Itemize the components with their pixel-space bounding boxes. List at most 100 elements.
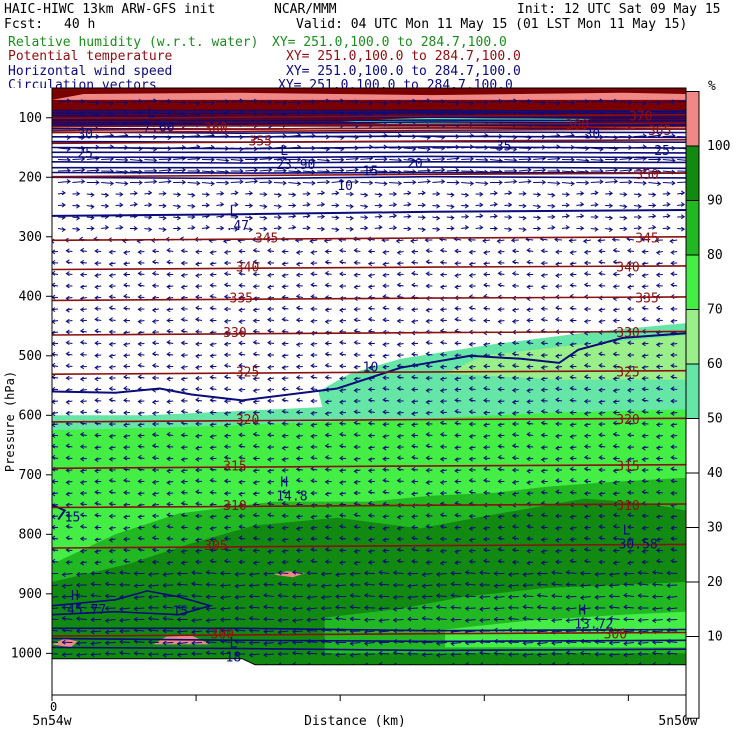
wind-vector-head	[454, 489, 459, 495]
wind-vector	[475, 204, 483, 206]
wind-vector-head	[479, 582, 484, 588]
wind-vector	[86, 101, 99, 104]
wind-vector-head	[267, 479, 272, 485]
wind-vector-head	[484, 181, 489, 186]
wind-vector-head	[349, 191, 354, 197]
wind-vector	[86, 157, 99, 160]
wind-vector	[364, 619, 375, 621]
wind-vector	[235, 641, 246, 643]
wind-vector-head	[267, 248, 272, 253]
wind-vector-head	[281, 489, 286, 495]
wind-vector-head	[670, 433, 675, 439]
wind-vector-head	[176, 641, 181, 647]
wind-vector-head	[594, 651, 599, 657]
wind-vector-head	[497, 466, 502, 472]
wind-vector-head	[320, 616, 325, 622]
wind-vector	[641, 238, 649, 241]
wind-vector-head	[598, 491, 603, 497]
wind-vector-head	[209, 477, 214, 483]
wind-speed-contour	[52, 160, 686, 164]
wind-vector-head	[555, 489, 560, 495]
wind-vector	[633, 182, 647, 184]
wind-vector-head	[268, 179, 273, 185]
wind-vector	[230, 228, 238, 230]
wind-vector-head	[90, 225, 95, 231]
wind-vector-head	[583, 341, 589, 347]
wind-vector-head	[238, 559, 243, 565]
wind-vector	[158, 180, 171, 183]
wind-vector-head	[180, 489, 185, 495]
wind-vector-head	[248, 190, 254, 196]
wind-speed-contour	[52, 119, 686, 122]
wind-vector-head	[468, 283, 473, 289]
wind-vector-head	[180, 317, 185, 322]
wind-vector-head	[79, 352, 85, 357]
wind-vector-head	[425, 491, 430, 497]
wind-vector-head	[353, 560, 358, 566]
wind-vector-head	[166, 307, 171, 313]
wind-vector-head	[623, 592, 628, 598]
wind-vector-head	[195, 341, 200, 347]
wind-vector-head	[324, 547, 329, 552]
wind-vector-head	[353, 306, 358, 312]
wind-vector-head	[540, 489, 545, 495]
wind-vector-head	[612, 468, 617, 474]
wind-vector-head	[292, 192, 297, 198]
wind-vector-head	[195, 249, 200, 255]
wind-vector	[479, 572, 491, 574]
wind-vector-head	[382, 514, 387, 520]
wind-vector-head	[367, 316, 373, 322]
wind-vector-head	[522, 191, 527, 196]
wind-vector-head	[655, 272, 661, 278]
wind-vector	[220, 629, 231, 632]
wind-vector	[508, 584, 519, 587]
wind-vector-head	[421, 594, 426, 600]
wind-vector-head	[569, 514, 574, 520]
wind-vector-head	[238, 443, 243, 449]
wind-vector-head	[369, 100, 374, 106]
wind-vector-head	[108, 548, 113, 554]
extremum-mark: L	[147, 107, 155, 122]
wind-vector-head	[248, 593, 253, 599]
wind-vector-head	[166, 247, 171, 253]
wind-vector-head	[479, 570, 484, 575]
wind-vector-head	[104, 570, 109, 575]
wind-vector	[119, 641, 131, 643]
wind-vector-head	[396, 558, 401, 564]
wind-vector-head	[583, 352, 589, 358]
wind-vector-head	[137, 454, 142, 460]
wind-vector-head	[527, 156, 532, 162]
wind-vector	[134, 596, 145, 599]
wind-vector-head	[176, 571, 181, 577]
wind-vector-head	[364, 225, 369, 231]
wind-speed-contour-10-upper	[52, 209, 686, 217]
wind-vector-head	[133, 226, 138, 231]
wind-vector	[52, 629, 59, 632]
wind-vector-head	[479, 618, 484, 623]
wind-vector-head	[339, 399, 344, 405]
wind-vector-head	[166, 456, 171, 462]
wind-vector-head	[497, 399, 502, 405]
wind-vector-head	[162, 652, 167, 658]
wind-vector-head	[324, 454, 329, 460]
wind-vector	[245, 100, 258, 103]
wind-vector	[523, 573, 534, 576]
wind-vector	[446, 157, 459, 160]
wind-vector-head	[454, 387, 459, 393]
wind-vector	[576, 215, 584, 218]
wind-vector-head	[195, 478, 200, 484]
wind-vector-head	[454, 306, 459, 311]
wind-vector-head	[335, 190, 340, 196]
theta-contour-label: 320	[616, 413, 639, 428]
wind-vector-head	[209, 558, 214, 564]
wind-vector-head	[310, 478, 315, 484]
wind-vector-head	[353, 512, 358, 518]
wind-vector-head	[396, 271, 401, 277]
colorbar-tick-label: 60	[707, 357, 723, 372]
wind-vector-head	[396, 455, 401, 461]
wind-vector-head	[281, 353, 286, 359]
wind-vector	[148, 584, 159, 587]
wind-vector-head	[151, 479, 157, 485]
wind-vector-head	[95, 180, 100, 185]
wind-vector-head	[651, 606, 657, 612]
